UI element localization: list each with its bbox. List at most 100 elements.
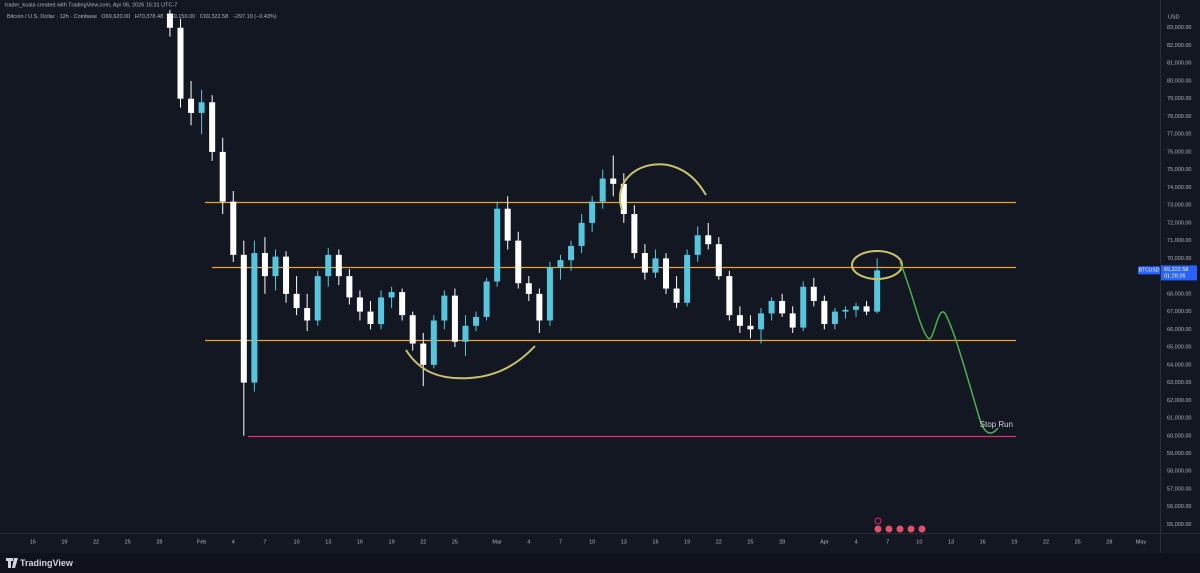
y-tick-label: 80,000.00 xyxy=(1167,78,1191,84)
author-line: trader_koala created with TradingView.co… xyxy=(5,2,177,8)
x-tick-label: 25 xyxy=(452,539,458,545)
y-tick-label: 61,000.00 xyxy=(1167,416,1191,422)
price-tag-box xyxy=(1161,265,1197,281)
candle-body xyxy=(694,235,701,255)
candle-body xyxy=(272,256,279,277)
x-tick-label: 7 xyxy=(886,539,889,545)
candle-body xyxy=(546,267,553,321)
x-tick-label: Mar xyxy=(492,539,502,545)
candle-body xyxy=(842,309,849,312)
candle-body xyxy=(494,208,501,282)
x-tick-label: 13 xyxy=(948,539,954,545)
x-tick-label: Apr xyxy=(820,539,829,545)
x-tick-label: 16 xyxy=(357,539,363,545)
candle-body xyxy=(589,201,596,223)
y-tick-label: 63,000.00 xyxy=(1167,380,1191,386)
candle-body xyxy=(810,286,817,301)
x-tick-label: 16 xyxy=(30,539,36,545)
y-tick-label: 55,000.00 xyxy=(1167,522,1191,528)
candle-body xyxy=(515,240,522,284)
y-tick-label: 77,000.00 xyxy=(1167,132,1191,138)
event-icon[interactable] xyxy=(874,525,882,533)
symbol-line: Bitcoin / U.S. Dollar · 12h · Coinbase O… xyxy=(7,14,277,20)
candle-body xyxy=(230,201,237,255)
candle-body xyxy=(240,254,247,383)
candle-body xyxy=(451,295,458,342)
candle-body xyxy=(715,244,722,277)
candle-body xyxy=(568,245,575,261)
currency-label: USD xyxy=(1168,14,1180,20)
candle-body xyxy=(663,258,670,289)
x-tick-label: 19 xyxy=(684,539,690,545)
y-tick-label: 76,000.00 xyxy=(1167,149,1191,155)
x-tick-label: 16 xyxy=(652,539,658,545)
x-tick-label: 13 xyxy=(621,539,627,545)
y-tick-label: 83,000.00 xyxy=(1167,25,1191,31)
projection-path xyxy=(899,261,999,434)
candle-body xyxy=(504,208,511,241)
event-icons xyxy=(874,517,926,533)
candle-body xyxy=(620,183,627,215)
candle-body xyxy=(673,288,680,303)
y-tick-label: 56,000.00 xyxy=(1167,504,1191,510)
y-tick-label: 67,000.00 xyxy=(1167,309,1191,315)
candle-body xyxy=(314,276,321,321)
candle-body xyxy=(388,292,395,298)
drawing-top-arc xyxy=(619,163,707,211)
x-tick-label: 22 xyxy=(716,539,722,545)
candle-body xyxy=(483,281,490,317)
event-icon[interactable] xyxy=(874,517,882,525)
y-tick-label: 79,000.00 xyxy=(1167,96,1191,102)
candle-body xyxy=(198,102,205,113)
candle-body xyxy=(747,325,754,330)
x-tick-label: 10 xyxy=(294,539,300,545)
y-tick-label: 75,000.00 xyxy=(1167,167,1191,173)
logo: TradingView xyxy=(6,558,74,568)
candle-body xyxy=(325,254,332,277)
candle-body xyxy=(789,313,796,328)
x-tick-label: 19 xyxy=(61,539,67,545)
footer-bar xyxy=(0,553,1200,573)
candle-body xyxy=(831,311,838,325)
y-tick-label: 60,000.00 xyxy=(1167,433,1191,439)
candle-body xyxy=(177,27,184,99)
drawing-bottom-arc xyxy=(405,345,536,380)
y-tick-label: 70,000.00 xyxy=(1167,256,1191,262)
y-tick-label: 62,000.00 xyxy=(1167,398,1191,404)
candle-body xyxy=(209,102,216,152)
event-icon[interactable] xyxy=(885,525,893,533)
candle-body xyxy=(399,292,406,316)
plot-area: 83,000.00 82,000.00 81,000.00 80,000.00 79,0… xyxy=(30,10,1191,545)
x-tick-label: 19 xyxy=(389,539,395,545)
price-tag: 69,322.58 xyxy=(1164,267,1188,273)
x-tick-label: 19 xyxy=(1011,539,1017,545)
candle-body xyxy=(610,178,617,184)
candle-body xyxy=(293,293,300,309)
x-tick-label: 22 xyxy=(420,539,426,545)
ohlc-close: C69,322.58 xyxy=(200,14,228,20)
x-tick-label: 7 xyxy=(263,539,266,545)
candle-body xyxy=(304,308,311,321)
y-tick-label: 58,000.00 xyxy=(1167,469,1191,475)
x-tick-label: 25 xyxy=(1075,539,1081,545)
countdown-tag: 01:28:26 xyxy=(1164,273,1185,279)
candle-body xyxy=(283,256,290,294)
candle-body xyxy=(261,253,268,277)
candle-body xyxy=(800,286,807,328)
candle-body xyxy=(166,13,173,28)
candle-body xyxy=(430,320,437,365)
event-icon[interactable] xyxy=(907,525,915,533)
event-icon[interactable] xyxy=(918,525,926,533)
candle-body xyxy=(251,253,258,383)
ohlc-high: H70,378.48 xyxy=(135,14,163,20)
candle-body xyxy=(219,151,226,202)
candle-body xyxy=(853,306,860,310)
ohlc-change: −297.19 (−0.43%) xyxy=(233,14,277,20)
candle-body xyxy=(821,300,828,325)
candle-body xyxy=(356,297,363,312)
candle-body xyxy=(758,313,765,330)
event-icon[interactable] xyxy=(896,525,904,533)
x-tick-label: 28 xyxy=(1106,539,1112,545)
